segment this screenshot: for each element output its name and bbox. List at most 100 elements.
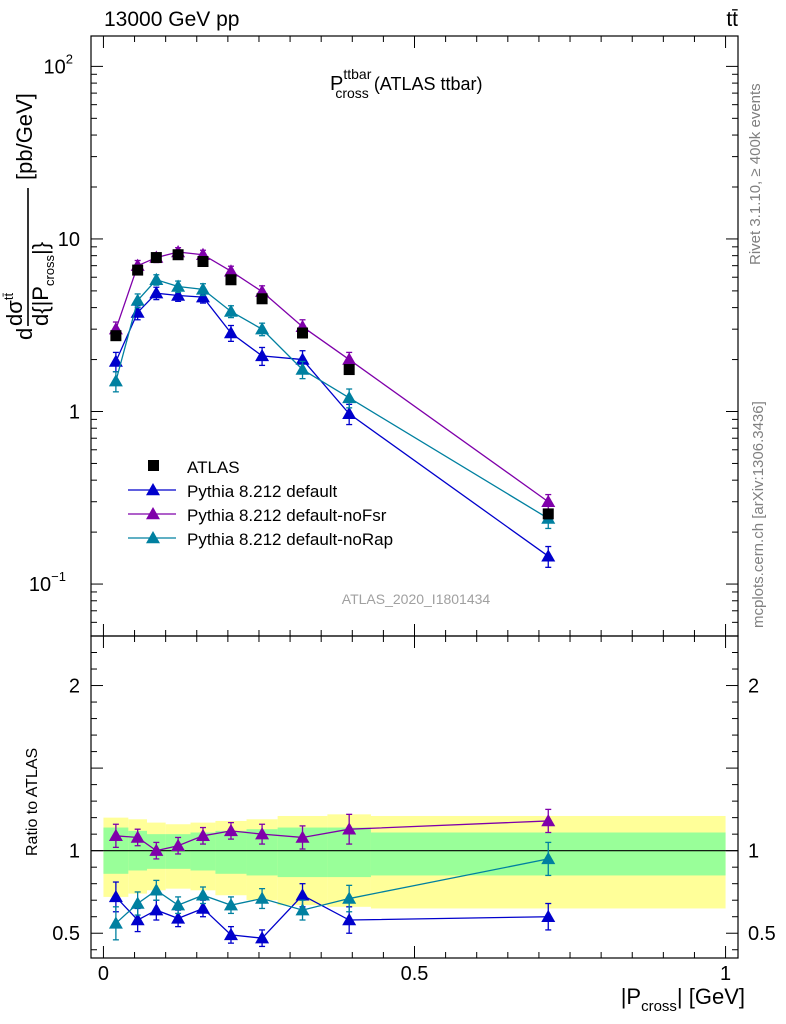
legend-marker-square [148, 460, 159, 471]
legend-marker-triangle [146, 483, 160, 496]
ratio-point-triangle [195, 888, 210, 901]
legend: ATLAS Pythia 8.212 default Pythia 8.212 de… [128, 458, 393, 549]
ratio-point-triangle [195, 828, 210, 842]
main-point-triangle [171, 279, 186, 292]
ratio-point-triangle [295, 830, 310, 843]
y-tick-label: 1 [69, 401, 80, 423]
ratio-point-triangle [108, 889, 123, 903]
ratio-y-tick-label-right: 2 [748, 676, 759, 698]
ratio-point-triangle [149, 903, 164, 916]
plot-title-main: P [330, 73, 343, 95]
x-axis-label: |Pcross| [GeV] [621, 984, 745, 1015]
main-point-triangle [108, 374, 123, 387]
main-point-data [172, 249, 184, 261]
ratio-point-triangle [149, 843, 164, 856]
ratio-point-triangle [130, 913, 145, 926]
main-panel: 10−1 1 10 102 ATLAS Pythia 8.212 default Pythi… [29, 35, 739, 637]
ratio-frame [90, 635, 739, 959]
x-label-pre: |P [621, 984, 641, 1009]
y-label-d: d [12, 328, 37, 340]
main-point-data [150, 252, 162, 264]
y-label-num: dσtt̄ [1, 293, 27, 326]
ratio-point-triangle [130, 896, 145, 909]
legend-marker-triangle [146, 507, 160, 520]
ratio-y-tick-label: 2 [69, 676, 80, 698]
ratio-y-tick-label: 1 [69, 841, 80, 863]
main-point-triangle [342, 390, 357, 404]
main-point-triangle [541, 549, 556, 562]
ratio-point-triangle [223, 927, 238, 941]
main-point-triangle [195, 282, 210, 295]
ratio-series-line [115, 858, 549, 924]
ratio-series-line [115, 894, 549, 939]
main-point-triangle [223, 326, 238, 339]
process-label: tt̄ [726, 8, 738, 31]
ratio-y-tick-label: 0.5 [52, 923, 80, 945]
main-point-triangle [149, 272, 164, 286]
ratio-point-triangle [255, 931, 270, 944]
ratio-point-triangle [541, 813, 556, 827]
main-point-data [256, 293, 268, 305]
main-series-line [115, 279, 549, 520]
x-label-sub: cross [641, 998, 677, 1015]
main-point-triangle [255, 348, 270, 362]
ratio-point-triangle [541, 851, 556, 865]
main-point-triangle [295, 352, 310, 365]
ratio-point-triangle [295, 903, 310, 916]
main-point-triangle [223, 264, 238, 277]
mcplots-label: mcplots.cern.ch [arXiv:1306.3436] [750, 401, 767, 628]
main-point-triangle [255, 322, 270, 335]
main-point-triangle [342, 406, 357, 420]
legend-label: Pythia 8.212 default-noRap [187, 530, 393, 549]
ratio-point-triangle [342, 913, 357, 926]
plot-title-sup: ttbar [343, 66, 371, 82]
x-label-post: | [GeV] [677, 984, 745, 1009]
ratio-point-triangle [171, 838, 186, 851]
ratio-point-triangle [108, 828, 123, 842]
plot-title-sub: cross [335, 85, 368, 101]
ratio-point-triangle [255, 891, 270, 904]
ratio-point-triangle [223, 898, 238, 911]
x-tick-label: 0.5 [401, 963, 429, 985]
watermark: ATLAS_2020_I1801434 [342, 591, 491, 607]
ratio-point-triangle [295, 888, 310, 901]
main-point-data [197, 256, 209, 268]
ratio-point-triangle [342, 822, 357, 835]
main-point-data [297, 327, 309, 339]
y-tick-label: 102 [44, 51, 73, 78]
energy-label: 13000 GeV pp [104, 8, 239, 31]
main-point-triangle [223, 304, 238, 317]
main-point-triangle [108, 354, 123, 367]
ratio-point-triangle [171, 898, 186, 911]
legend-label: Pythia 8.212 default-noFsr [187, 506, 387, 525]
ratio-y-tick-label-right: 1 [748, 841, 759, 863]
main-point-triangle [171, 288, 186, 301]
ratio-panel: 0 0.5 1 0.5 0.5 1 1 2 2 [52, 635, 776, 985]
x-tick-label: 1 [720, 963, 731, 985]
main-series-line [115, 251, 549, 503]
ratio-y-tick-label-right: 0.5 [748, 923, 776, 945]
main-point-data [343, 364, 355, 376]
main-y-label: d dσtt̄ d{|Pcross|} [pb/GeV] [1, 93, 57, 340]
ratio-point-triangle [130, 830, 145, 843]
legend-label: Pythia 8.212 default [187, 482, 338, 501]
main-point-triangle [342, 352, 357, 365]
ratio-point-triangle [108, 916, 123, 929]
plot-title: Pttbar cross (ATLAS ttbar) [330, 66, 483, 101]
main-point-triangle [295, 362, 310, 375]
rivet-label: Rivet 3.1.10, ≥ 400k events [747, 83, 764, 265]
ratio-y-label: Ratio to ATLAS [24, 748, 41, 856]
ratio-point-triangle [195, 901, 210, 914]
main-point-triangle [541, 494, 556, 507]
legend-label: ATLAS [187, 458, 240, 477]
ratio-series-line [115, 820, 549, 852]
ratio-point-triangle [223, 823, 238, 837]
y-tick-label: 10−1 [29, 569, 66, 596]
main-point-triangle [195, 290, 210, 303]
main-point-data [542, 508, 554, 520]
ratio-point-triangle [541, 909, 556, 922]
ratio-point-triangle [342, 891, 357, 904]
ratio-point-triangle [149, 883, 164, 896]
plot-title-rest: (ATLAS ttbar) [369, 74, 483, 94]
